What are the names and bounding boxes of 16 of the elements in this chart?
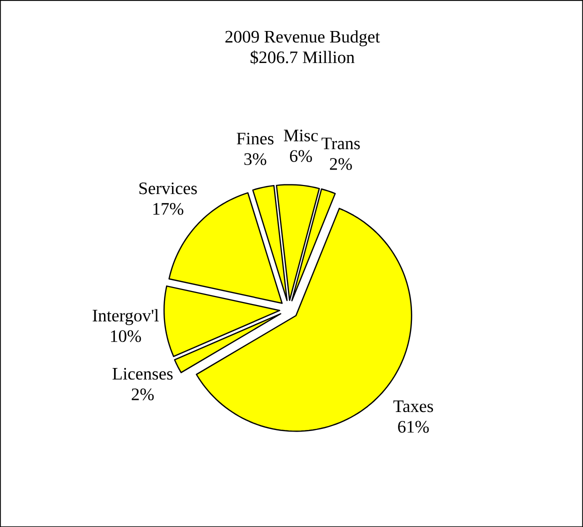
- slice-label: Services: [139, 182, 197, 194]
- data-label: 2%: [330, 158, 352, 170]
- data-label: 10%: [111, 330, 141, 342]
- slice-label: Misc: [284, 130, 318, 142]
- data-label: 6%: [290, 150, 312, 162]
- slice-label: Fines: [236, 132, 274, 144]
- slice-label: Intergov'l: [92, 309, 159, 325]
- data-label: 61%: [398, 420, 429, 433]
- chart-title: 2009 Revenue Budget: [225, 30, 380, 46]
- chart-subtitle: $206.7 Million: [250, 50, 355, 64]
- data-label: 3%: [244, 153, 266, 165]
- data-label: 2%: [132, 388, 154, 400]
- slice-label: Trans: [322, 138, 360, 150]
- data-label: 17%: [153, 202, 184, 215]
- slice-label: Taxes: [393, 400, 434, 412]
- slice-label: Licenses: [112, 368, 173, 380]
